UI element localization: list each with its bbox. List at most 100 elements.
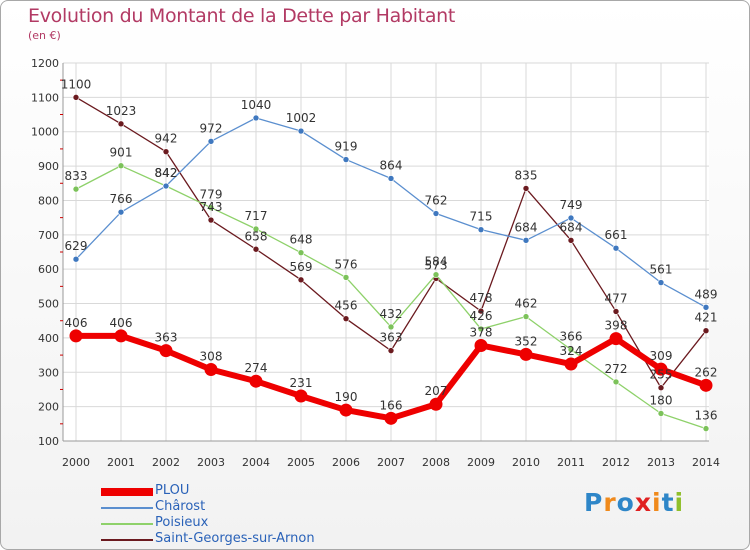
- data-label: 378: [470, 325, 493, 339]
- y-tick-label: 800: [38, 194, 59, 207]
- logo-letter: x: [634, 488, 652, 517]
- logo-letter: P: [584, 488, 604, 517]
- data-point: [252, 114, 260, 122]
- data-label: 658: [245, 229, 268, 243]
- data-point: [342, 156, 350, 163]
- plot-area: [63, 63, 709, 441]
- data-point: [162, 148, 170, 155]
- data-label: 421: [695, 311, 718, 325]
- y-tick-label: 1100: [31, 91, 59, 104]
- data-point: [657, 384, 665, 392]
- y-tick-label: 900: [38, 160, 59, 173]
- data-point: [387, 347, 395, 354]
- y-tick-label: 500: [38, 298, 59, 311]
- data-point: [342, 274, 350, 281]
- x-tick-label: 2011: [557, 456, 585, 469]
- data-point: [69, 329, 83, 343]
- logo-letter: t: [661, 488, 675, 517]
- data-point: [207, 138, 215, 145]
- data-label: 561: [650, 263, 673, 277]
- legend-label: Chârost: [155, 499, 206, 514]
- data-label: 363: [380, 331, 403, 345]
- data-label: 569: [290, 260, 313, 274]
- data-point: [567, 214, 575, 222]
- data-label: 324: [560, 344, 583, 358]
- data-point: [117, 120, 125, 128]
- data-label: 762: [425, 194, 448, 208]
- data-label: 576: [335, 257, 358, 271]
- data-point: [249, 374, 263, 388]
- data-label: 684: [560, 220, 583, 234]
- data-label: 648: [290, 233, 313, 247]
- data-point: [117, 162, 125, 170]
- data-point: [207, 204, 215, 211]
- data-label: 629: [65, 239, 88, 253]
- data-point: [522, 185, 530, 192]
- data-label: 715: [470, 210, 493, 224]
- data-point: [609, 332, 623, 346]
- data-point: [72, 255, 80, 263]
- data-point: [474, 338, 488, 352]
- data-point: [522, 313, 530, 320]
- data-label: 1023: [106, 104, 137, 118]
- data-label: 1100: [61, 77, 92, 91]
- data-point: [612, 378, 620, 386]
- data-point: [72, 94, 80, 101]
- data-point: [204, 363, 218, 377]
- x-tick-label: 2006: [332, 456, 360, 469]
- x-tick-label: 2001: [107, 456, 135, 469]
- data-label: 432: [380, 307, 403, 321]
- legend-label: Saint-Georges-sur-Arnon: [155, 531, 315, 546]
- logo-letter: r: [603, 488, 617, 517]
- data-point: [702, 327, 710, 334]
- data-point: [387, 175, 395, 182]
- x-tick-label: 2010: [512, 456, 540, 469]
- data-label: 749: [560, 198, 583, 212]
- legend-swatch: [101, 539, 153, 541]
- data-point: [567, 237, 575, 244]
- x-tick-label: 2004: [242, 456, 270, 469]
- x-tick-label: 2005: [287, 456, 315, 469]
- data-point: [699, 378, 713, 392]
- data-label: 972: [200, 121, 223, 135]
- legend-label: Poisieux: [155, 515, 209, 530]
- y-tick-label: 1200: [31, 57, 59, 70]
- data-label: 835: [515, 168, 538, 182]
- x-tick-label: 2009: [467, 456, 495, 469]
- y-tick-label: 400: [38, 332, 59, 345]
- x-tick-label: 2008: [422, 456, 450, 469]
- data-label: 901: [110, 146, 133, 160]
- data-label: 489: [695, 287, 718, 301]
- data-point: [207, 216, 215, 224]
- data-label: 180: [650, 394, 673, 408]
- data-label: 426: [470, 309, 493, 323]
- data-label: 166: [380, 398, 403, 412]
- data-label: 456: [335, 299, 358, 313]
- data-point: [162, 182, 170, 190]
- data-label: 684: [515, 220, 538, 234]
- data-label: 190: [335, 390, 358, 404]
- data-label: 573: [425, 258, 448, 272]
- data-label: 779: [200, 188, 223, 202]
- y-tick-label: 300: [38, 366, 59, 379]
- data-point: [519, 347, 533, 361]
- data-point: [564, 357, 578, 371]
- data-label: 1040: [241, 98, 272, 112]
- legend-swatch: [101, 488, 153, 496]
- data-point: [432, 271, 440, 278]
- x-tick-label: 2014: [692, 456, 720, 469]
- data-label: 842: [155, 166, 178, 180]
- data-label: 584: [425, 255, 448, 269]
- y-tick-label: 200: [38, 401, 59, 414]
- x-tick-label: 2003: [197, 456, 225, 469]
- data-label: 478: [470, 291, 493, 305]
- data-label: 308: [200, 350, 223, 364]
- data-label: 717: [245, 209, 268, 223]
- data-label: 864: [380, 158, 403, 172]
- data-label: 309: [650, 349, 673, 363]
- data-label: 942: [155, 132, 178, 146]
- data-point: [252, 225, 260, 233]
- data-point: [657, 410, 665, 417]
- data-label: 406: [65, 316, 88, 330]
- y-tick-label: 1000: [31, 126, 59, 139]
